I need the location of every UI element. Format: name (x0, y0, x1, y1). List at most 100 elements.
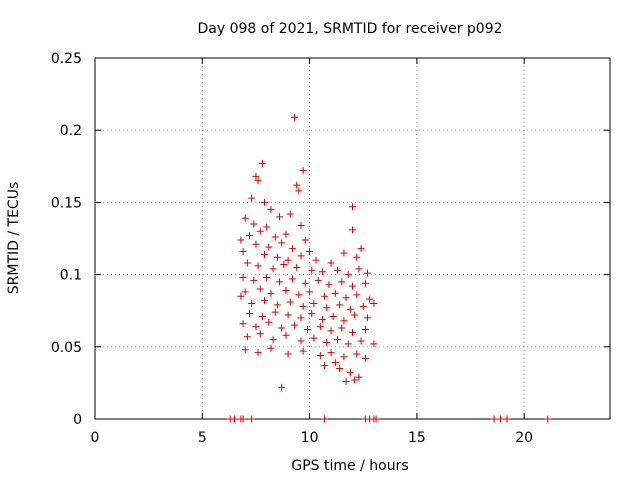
data-point (336, 301, 344, 309)
data-point (340, 353, 348, 361)
data-point (254, 262, 262, 270)
data-point (256, 227, 264, 235)
data-point (269, 265, 277, 273)
data-point (267, 289, 275, 297)
data-point (316, 323, 324, 331)
data-point (331, 289, 339, 297)
data-point (353, 291, 361, 299)
data-point (239, 415, 247, 423)
data-point (361, 325, 369, 333)
data-point (282, 286, 290, 294)
data-point (254, 177, 262, 185)
y-tick-label: 0.15 (51, 195, 82, 211)
x-tick-label: 20 (515, 430, 533, 446)
data-point (310, 334, 318, 342)
data-point (325, 281, 333, 289)
data-point (250, 220, 258, 228)
data-point (490, 415, 498, 423)
data-point (327, 327, 335, 335)
data-point (248, 415, 256, 423)
data-point (254, 349, 262, 357)
grid (95, 58, 610, 419)
data-point (372, 415, 380, 423)
y-tick-label: 0.2 (60, 123, 82, 139)
data-point (243, 333, 251, 341)
data-point (297, 222, 305, 230)
data-point (351, 311, 359, 319)
data-point (323, 338, 331, 346)
y-tick-label: 0.05 (51, 340, 82, 356)
data-point (237, 236, 245, 244)
data-point (359, 302, 367, 310)
data-point (271, 308, 279, 316)
data-point (258, 159, 266, 167)
data-point (246, 232, 253, 240)
data-point (308, 266, 316, 274)
data-point (338, 278, 346, 286)
data-point (263, 223, 271, 231)
data-point (239, 247, 247, 255)
data-point (291, 321, 299, 329)
data-point (295, 187, 303, 195)
data-point (239, 273, 247, 281)
data-point (293, 181, 301, 189)
data-point (357, 337, 365, 345)
x-tick-label: 5 (198, 430, 207, 446)
plot-frame (94, 57, 611, 420)
data-point (273, 301, 281, 309)
data-point (316, 351, 324, 359)
data-point (312, 256, 320, 264)
data-point (327, 349, 335, 357)
data-point (293, 263, 301, 271)
data-point (261, 198, 269, 206)
data-point (336, 364, 344, 372)
data-point (318, 315, 326, 323)
data-point (267, 206, 275, 214)
data-point (248, 299, 256, 307)
data-point (310, 299, 318, 307)
data-point (327, 259, 335, 267)
data-point (361, 354, 369, 362)
axis-ticks: 0 5 10 15 20 0 0.05 0.1 0.15 0.2 0.25 (51, 51, 610, 446)
data-point (239, 320, 247, 328)
data-point (241, 288, 249, 296)
data-point (364, 269, 372, 277)
data-point (243, 259, 251, 267)
data-point (261, 250, 269, 258)
data-point (278, 239, 286, 247)
data-point (282, 331, 290, 339)
data-point (364, 314, 372, 322)
data-point (286, 298, 294, 306)
data-point (349, 282, 356, 290)
x-tick-label: 10 (301, 430, 319, 446)
x-axis-label: GPS time / hours (291, 458, 408, 474)
data-point (321, 415, 329, 423)
data-point (299, 347, 307, 355)
data-point (318, 268, 326, 276)
data-point (333, 336, 341, 344)
data-point (276, 278, 284, 286)
data-point (346, 305, 354, 313)
data-point (299, 302, 307, 310)
data-point (349, 203, 356, 211)
data-point (303, 325, 311, 333)
data-point (331, 359, 339, 367)
data-point (250, 276, 258, 284)
data-point (295, 291, 303, 299)
data-point (301, 236, 309, 244)
data-point (306, 288, 314, 296)
data-point (276, 213, 284, 221)
data-point (503, 415, 511, 423)
data-point (301, 279, 309, 287)
y-tick-label: 0 (73, 412, 82, 428)
data-point (355, 265, 363, 273)
data-point (306, 247, 314, 255)
data-point (288, 245, 296, 253)
data-point (370, 299, 378, 307)
data-point (342, 294, 350, 302)
data-point (237, 292, 245, 300)
data-point (241, 214, 249, 222)
data-point (267, 344, 275, 352)
